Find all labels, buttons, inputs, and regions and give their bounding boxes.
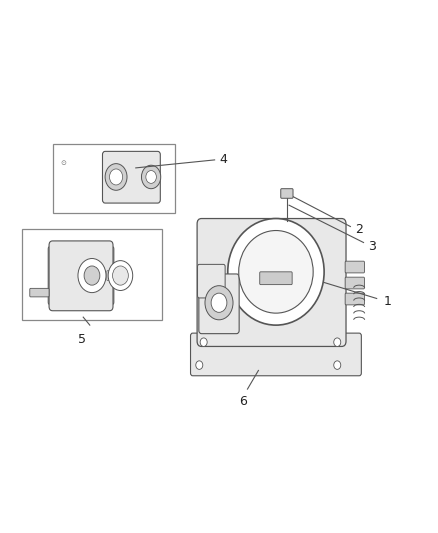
Bar [22,229,162,320]
FancyBboxPatch shape [345,293,364,305]
Circle shape [200,338,207,346]
Ellipse shape [239,230,313,313]
Circle shape [110,169,123,185]
Bar [53,144,175,213]
Circle shape [205,286,233,320]
FancyBboxPatch shape [198,264,225,298]
FancyBboxPatch shape [107,271,119,280]
Circle shape [146,171,156,183]
FancyBboxPatch shape [345,277,364,289]
Circle shape [84,266,100,285]
Circle shape [78,259,106,293]
FancyBboxPatch shape [49,241,113,311]
FancyBboxPatch shape [281,189,293,198]
Circle shape [113,266,128,285]
Text: ⊙: ⊙ [60,159,67,166]
Text: 3: 3 [368,240,376,253]
FancyBboxPatch shape [199,274,239,334]
Circle shape [105,164,127,190]
FancyBboxPatch shape [345,261,364,273]
FancyBboxPatch shape [197,219,346,346]
FancyBboxPatch shape [30,288,49,297]
Circle shape [141,165,161,189]
Text: 1: 1 [383,295,391,308]
FancyBboxPatch shape [48,246,114,305]
FancyBboxPatch shape [102,151,160,203]
Text: 4: 4 [219,154,227,166]
Circle shape [196,361,203,369]
FancyBboxPatch shape [191,333,361,376]
Ellipse shape [228,219,324,325]
Circle shape [334,338,341,346]
Circle shape [108,261,133,290]
Text: 2: 2 [355,223,363,236]
Text: 5: 5 [78,333,86,346]
Circle shape [211,293,227,312]
Circle shape [334,361,341,369]
Text: 6: 6 [239,395,247,408]
FancyBboxPatch shape [260,272,292,285]
